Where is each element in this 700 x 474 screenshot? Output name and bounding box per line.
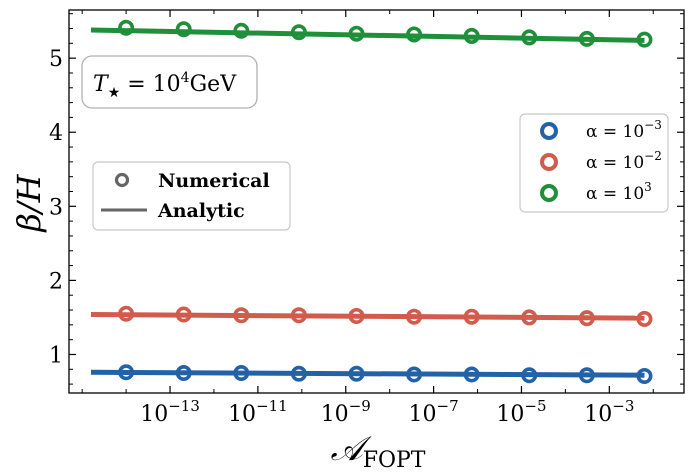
y-tick-label: 1 [49, 343, 63, 368]
numerical-point-1 [175, 306, 192, 323]
legend-label-alpha-1e3-base: α = 10 [586, 184, 644, 204]
legend-label-alpha-1e-3-base: α = 10 [586, 122, 644, 142]
numerical-point-2 [521, 29, 538, 46]
numerical-point-0 [636, 367, 653, 384]
y-tick-label: 5 [49, 47, 63, 72]
numerical-point-1 [636, 310, 653, 327]
legend-label-alpha-1e-2-base: α = 10 [586, 153, 644, 173]
style-legend: Numerical Analytic [92, 161, 291, 231]
analytic-legend-label: Analytic [157, 200, 245, 222]
numerical-point-1 [406, 308, 423, 325]
y-axis-title: β/H [10, 173, 48, 232]
analytic-line-1 [90, 311, 645, 321]
numerical-point-1 [290, 307, 307, 324]
analytic-line-2 [90, 27, 645, 43]
numerical-point-1 [118, 305, 135, 322]
x-tick-label: 10−13 [140, 397, 200, 427]
numerical-point-0 [233, 364, 250, 381]
numerical-point-2 [118, 19, 135, 36]
numerical-point-2 [348, 25, 365, 42]
x-tick-label: 10−3 [584, 397, 634, 427]
annotation-rest: = 10 [120, 72, 180, 97]
annotation-box: T★ = 104GeV [81, 55, 258, 109]
legend-label-alpha-1e-2: α = 10−2 [586, 149, 662, 173]
legend-label-alpha-1e-3-sup: −3 [644, 118, 662, 132]
numerical-point-1 [348, 307, 365, 324]
legend-marker-alpha-1e-2 [540, 153, 558, 171]
numerical-point-2 [636, 31, 653, 48]
numerical-point-1 [578, 310, 595, 327]
annotation-unit: GeV [190, 72, 238, 97]
numerical-point-0 [578, 367, 595, 384]
x-tick-label: 10−11 [228, 397, 288, 427]
numerical-point-2 [290, 24, 307, 41]
analytic-line-0 [90, 369, 645, 378]
numerical-point-0 [406, 366, 423, 383]
annotation-text: T★ = 104GeV [93, 70, 237, 101]
x-tick-label: 10−9 [321, 397, 371, 427]
y-tick-label: 4 [49, 121, 63, 146]
series-legend: α = 10−3 α = 10−2 α = 103 [519, 113, 669, 213]
numerical-point-1 [233, 307, 250, 324]
numerical-point-0 [290, 365, 307, 382]
legend-label-alpha-1e-2-sup: −2 [644, 149, 662, 163]
numerical-point-0 [175, 364, 192, 381]
annotation-sub: ★ [108, 85, 121, 101]
axis-ticks: 1 2 3 4 5 10−13 10−11 10−9 10−7 10−5 10−3 [49, 10, 684, 427]
series-layer [90, 19, 653, 384]
numerical-point-0 [348, 365, 365, 382]
numerical-point-2 [406, 26, 423, 43]
legend-label-alpha-1e3: α = 103 [586, 180, 652, 204]
numerical-point-2 [463, 27, 480, 44]
numerical-point-0 [463, 366, 480, 383]
numerical-point-2 [233, 22, 250, 39]
x-axis-title-sub: FOPT [363, 448, 426, 473]
annotation-sup: 4 [181, 70, 190, 86]
numerical-point-2 [578, 30, 595, 47]
numerical-point-2 [175, 21, 192, 38]
numerical-point-1 [521, 309, 538, 326]
numerical-point-0 [521, 367, 538, 384]
numerical-legend-marker [114, 172, 130, 188]
numerical-legend-label: Numerical [158, 170, 270, 192]
y-tick-label: 3 [49, 195, 63, 220]
legend-marker-alpha-1e-3 [540, 122, 558, 140]
x-tick-label: 10−7 [409, 397, 459, 427]
legend-label-alpha-1e3-sup: 3 [644, 180, 652, 194]
legend-marker-alpha-1e3 [540, 184, 558, 202]
plot-frame [68, 9, 685, 394]
numerical-point-0 [118, 364, 135, 381]
x-axis-title: 𝒜FOPT [331, 429, 426, 473]
y-tick-label: 2 [49, 269, 63, 294]
annotation-base: T [93, 72, 110, 97]
legend-label-alpha-1e-3: α = 10−3 [586, 118, 662, 142]
numerical-point-1 [463, 308, 480, 325]
x-tick-label: 10−5 [496, 397, 546, 427]
